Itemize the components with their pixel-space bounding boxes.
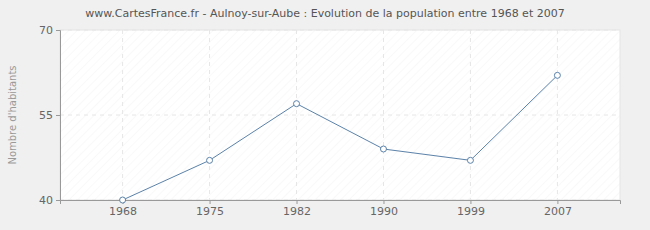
grid-line-x — [209, 30, 210, 200]
y-tick-mark — [56, 200, 60, 201]
x-axis-line — [61, 201, 621, 205]
x-tick-mark — [210, 200, 211, 204]
marker — [294, 101, 300, 107]
x-axis: 1968 1975 1982 1990 1999 2007 — [61, 200, 621, 218]
marker — [467, 157, 473, 163]
y-tick: 70 — [39, 24, 60, 37]
x-tick-mark — [297, 200, 298, 204]
series — [120, 72, 561, 203]
x-tick: 1990 — [370, 200, 398, 218]
title: www.CartesFrance.fr - Aulnoy-sur-Aube : … — [85, 7, 564, 20]
grid-line-x — [383, 30, 384, 200]
y-tick: 55 — [39, 109, 60, 122]
marker — [120, 197, 126, 203]
marker — [554, 72, 560, 78]
x-tick: 2007 — [544, 200, 572, 218]
grid-line-x — [557, 30, 558, 200]
x-tick-mark — [470, 200, 471, 204]
y-axis-title: Nombre d'habitants — [7, 65, 18, 164]
y-axis: 40 55 70 — [39, 24, 61, 207]
grid — [60, 30, 620, 200]
marker — [380, 146, 386, 152]
plot-background — [60, 30, 620, 200]
plot: 40 55 70 1968 1975 1982 1990 1999 2007 — [39, 24, 621, 218]
y-tick-label: 70 — [39, 24, 53, 37]
y-tick-mark — [56, 30, 60, 31]
grid-line-x — [122, 30, 123, 200]
x-tick-label: 1968 — [109, 205, 137, 218]
x-tick: 1999 — [457, 200, 485, 218]
x-tick: 1982 — [283, 200, 311, 218]
grid-line-y — [60, 115, 620, 116]
y-tick-mark — [56, 115, 60, 116]
x-tick-label: 1975 — [196, 205, 224, 218]
chart-container: 40 55 70 1968 1975 1982 1990 1999 2007 www.Cartes… — [0, 0, 650, 230]
x-tick-label: 1982 — [283, 205, 311, 218]
grid-line-y — [60, 30, 620, 31]
y-tick: 40 — [39, 194, 60, 207]
x-tick: 1975 — [196, 200, 224, 218]
y-tick-label: 40 — [39, 194, 53, 207]
y-axis-line — [56, 31, 61, 201]
marker — [207, 157, 213, 163]
x-tick-mark — [557, 200, 558, 204]
x-tick-label: 1999 — [457, 205, 485, 218]
y-tick-label: 55 — [39, 109, 53, 122]
chart-svg: 40 55 70 1968 1975 1982 1990 1999 2007 www.Cartes… — [0, 0, 650, 230]
x-tick-label: 2007 — [544, 205, 572, 218]
line — [123, 75, 558, 200]
x-tick-label: 1990 — [370, 205, 398, 218]
grid-line-x — [296, 30, 297, 200]
grid-line-x — [470, 30, 471, 200]
x-tick-mark — [383, 200, 384, 204]
